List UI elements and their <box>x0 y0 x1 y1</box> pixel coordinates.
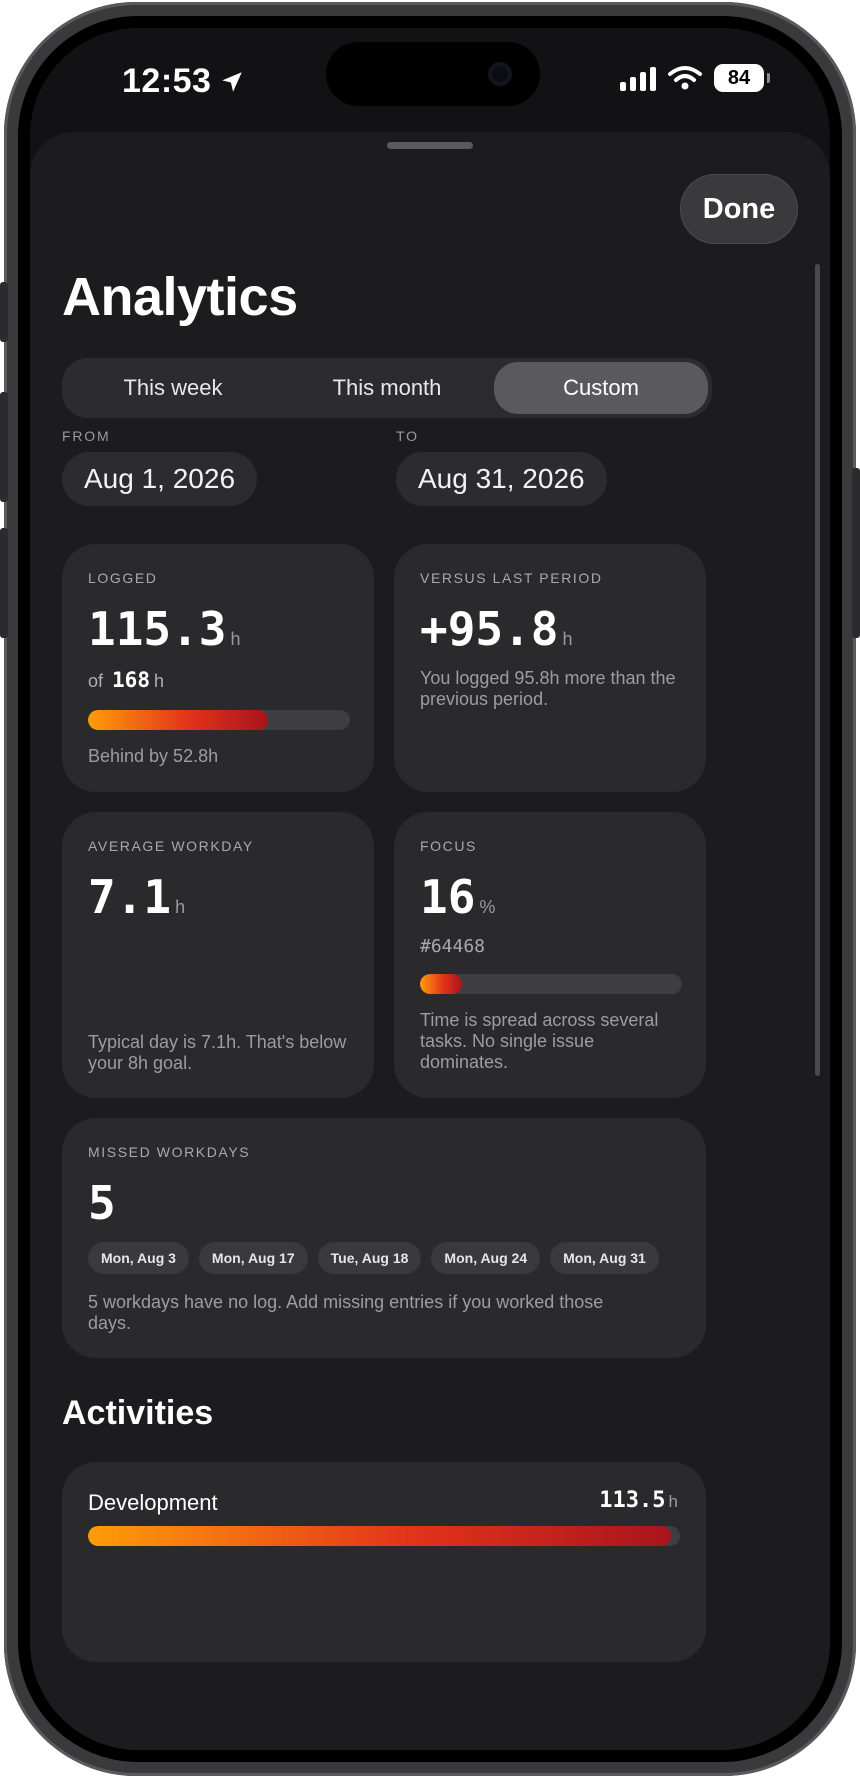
versus-unit: h <box>562 629 573 649</box>
focus-value: 16% <box>420 870 495 924</box>
missed-workdays-card: MISSED WORKDAYS 5 Mon, Aug 3 Mon, Aug 17… <box>62 1118 706 1358</box>
versus-label: VERSUS LAST PERIOD <box>420 570 603 586</box>
missed-days-list: Mon, Aug 3 Mon, Aug 17 Tue, Aug 18 Mon, … <box>88 1242 659 1274</box>
missed-count: 5 <box>88 1176 116 1230</box>
clock: 12:53 <box>122 62 212 100</box>
battery-icon: 84 <box>714 64 770 92</box>
focus-unit: % <box>479 897 496 917</box>
missed-day-chip[interactable]: Mon, Aug 3 <box>88 1242 189 1274</box>
focus-progress-fill <box>420 974 462 994</box>
logged-label: LOGGED <box>88 570 158 586</box>
volume-down-button <box>0 528 8 638</box>
logged-value: 115.3 h <box>88 602 241 656</box>
action-button <box>0 282 8 342</box>
activities-card: Development 113.5 h <box>62 1462 706 1662</box>
missed-day-chip[interactable]: Mon, Aug 24 <box>431 1242 541 1274</box>
dynamic-island <box>326 42 540 106</box>
logged-unit: h <box>230 629 241 649</box>
cellular-signal-icon <box>620 65 656 91</box>
average-note: Typical day is 7.1h. That's below your 8… <box>88 1032 347 1073</box>
activity-hours: 113.5 h <box>599 1488 678 1513</box>
target-unit: h <box>153 671 164 691</box>
missed-day-chip[interactable]: Mon, Aug 17 <box>198 1242 308 1274</box>
versus-hours: +95.8 <box>420 602 559 656</box>
status-time: 12:53 <box>122 62 245 101</box>
scroll-indicator[interactable] <box>815 264 820 1076</box>
missed-day-chip[interactable]: Tue, Aug 18 <box>317 1242 422 1274</box>
average-hours: 7.1 <box>88 870 172 924</box>
missed-day-chip[interactable]: Mon, Aug 31 <box>550 1242 659 1274</box>
range-segmented-control: This week This month Custom <box>62 358 712 418</box>
logged-hours: 115.3 <box>88 602 227 656</box>
analytics-sheet: Done Analytics This week This month Cust… <box>30 132 830 1750</box>
target-hours: 168 <box>112 668 150 692</box>
focus-issue-link[interactable]: #64468 <box>420 936 486 957</box>
to-label: TO <box>396 428 419 444</box>
side-button <box>852 468 860 638</box>
missed-label: MISSED WORKDAYS <box>88 1144 251 1160</box>
from-date-picker[interactable]: Aug 1, 2026 <box>62 452 258 506</box>
done-button[interactable]: Done <box>680 174 798 244</box>
missed-note: 5 workdays have no log. Add missing entr… <box>88 1292 604 1333</box>
logged-target: of 168 h <box>88 668 164 692</box>
location-arrow-icon <box>222 71 243 92</box>
focus-percent: 16 <box>420 870 476 924</box>
tab-this-week[interactable]: This week <box>123 375 223 400</box>
average-label: AVERAGE WORKDAY <box>88 838 254 854</box>
camera <box>488 62 512 86</box>
logged-card: LOGGED 115.3 h of 168 h Behind by 52.8h <box>62 544 374 792</box>
activity-value: 113.5 <box>599 1488 666 1513</box>
versus-card: VERSUS LAST PERIOD +95.8 h You logged 95.… <box>394 544 706 792</box>
average-unit: h <box>175 897 186 917</box>
logged-progress-fill <box>88 710 268 730</box>
versus-value: +95.8 h <box>420 602 573 656</box>
focus-card: FOCUS 16% #64468 Time is spread across s… <box>394 812 706 1098</box>
page-title: Analytics <box>62 267 298 327</box>
status-icons: 84 <box>620 64 770 92</box>
focus-label: FOCUS <box>420 838 477 854</box>
sheet-grabber[interactable] <box>387 142 473 149</box>
tab-custom[interactable]: Custom <box>494 362 708 414</box>
tab-this-month[interactable]: This month <box>332 375 442 400</box>
focus-progress-track <box>420 974 682 994</box>
logged-note: Behind by 52.8h <box>88 746 219 766</box>
activities-title: Activities <box>62 1394 214 1432</box>
screen: 12:53 84 Done Analytics <box>30 28 830 1750</box>
average-workday-card: AVERAGE WORKDAY 7.1 h Typical day is 7.1h… <box>62 812 374 1098</box>
of-prefix: of <box>88 671 104 691</box>
logged-progress-track <box>88 710 350 730</box>
wifi-icon <box>668 66 702 90</box>
activity-unit: h <box>668 1492 678 1511</box>
activity-name: Development <box>88 1490 218 1515</box>
activity-progress-fill <box>88 1526 672 1546</box>
from-label: FROM <box>62 428 111 444</box>
status-bar: 12:53 84 <box>30 28 830 138</box>
focus-note: Time is spread across several tasks. No … <box>420 1010 659 1072</box>
battery-level: 84 <box>727 66 751 89</box>
volume-up-button <box>0 392 8 502</box>
to-date-picker[interactable]: Aug 31, 2026 <box>396 452 607 506</box>
activity-progress-track <box>88 1526 680 1546</box>
versus-note: You logged 95.8h more than the previous … <box>420 668 676 709</box>
average-value: 7.1 h <box>88 870 185 924</box>
